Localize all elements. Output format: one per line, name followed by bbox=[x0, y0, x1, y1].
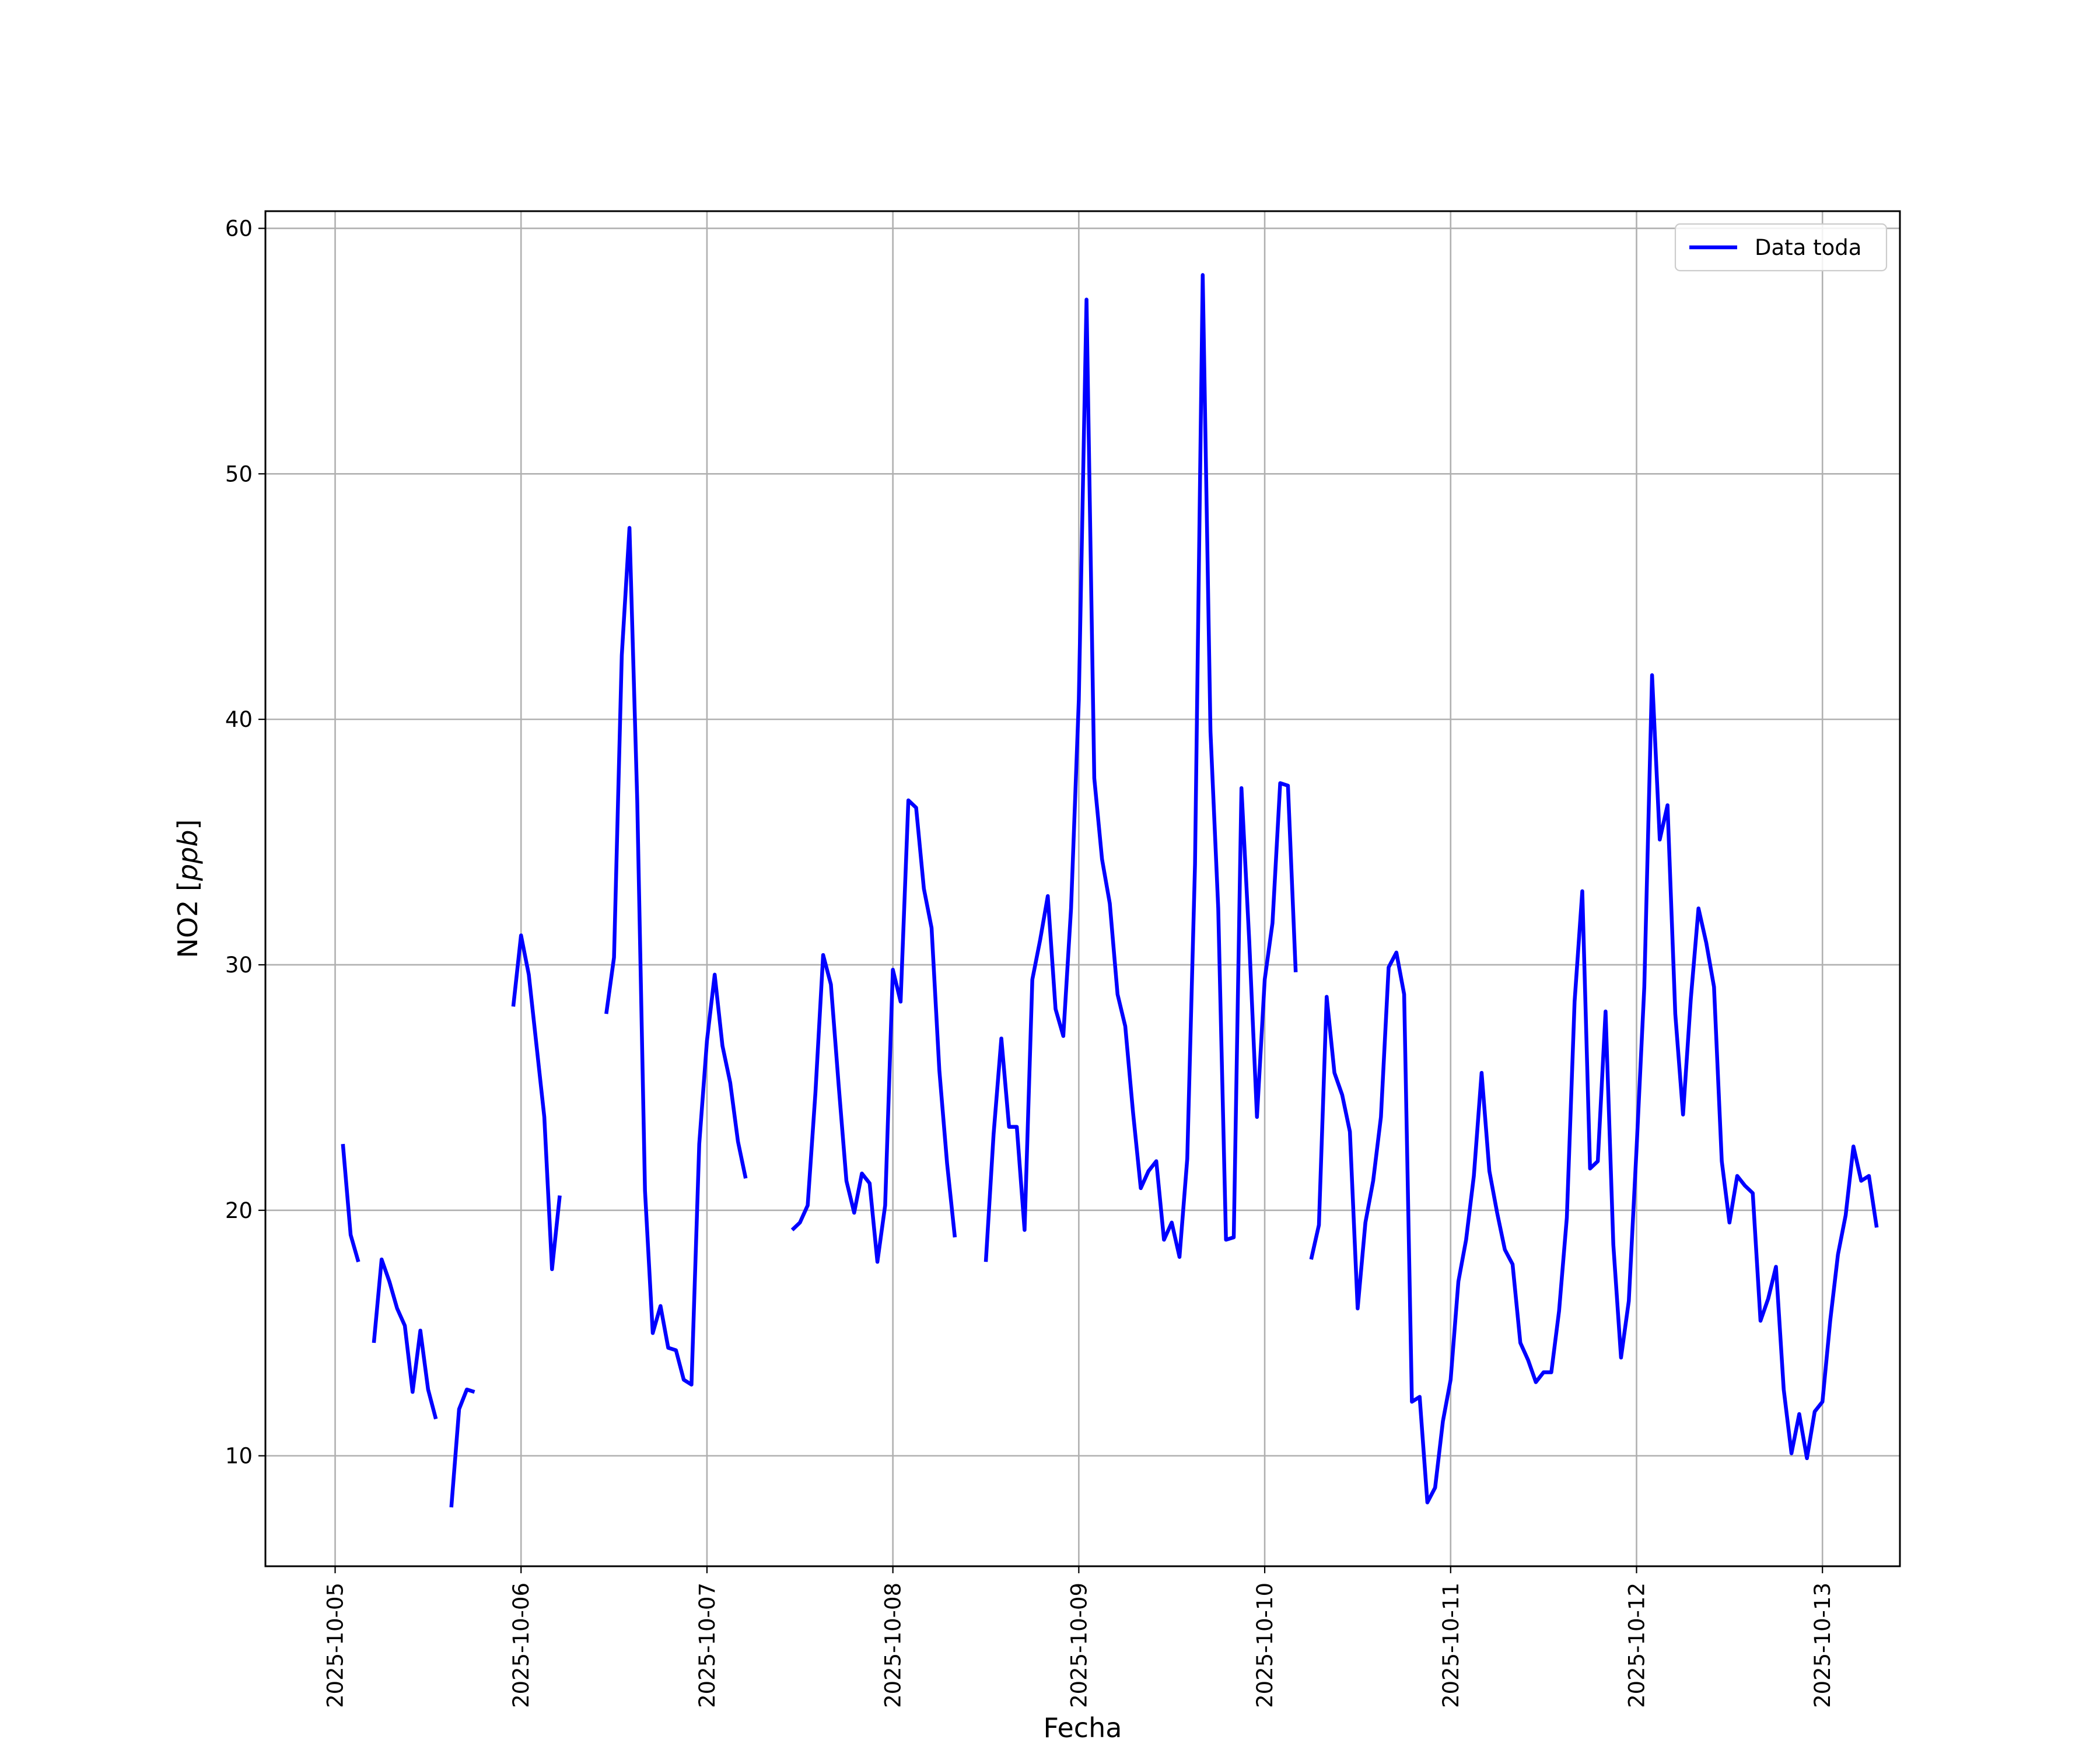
y-tick-label: 30 bbox=[225, 953, 253, 978]
y-axis-label-main: NO2 [ bbox=[172, 881, 204, 958]
x-tick-label: 2025-10-10 bbox=[1252, 1583, 1278, 1708]
x-tick-label: 2025-10-07 bbox=[695, 1583, 720, 1708]
y-tick-label: 50 bbox=[225, 461, 253, 487]
series-line-segment bbox=[341, 1143, 360, 1263]
y-tick-label: 20 bbox=[225, 1198, 253, 1223]
series-line-segment bbox=[372, 1257, 438, 1420]
legend: Data toda bbox=[1674, 223, 1888, 272]
series-line-segment bbox=[1309, 673, 1879, 1504]
grid bbox=[265, 211, 1900, 1566]
x-tick-label: 2025-10-08 bbox=[881, 1583, 906, 1708]
series-line-segment bbox=[790, 798, 957, 1264]
y-tick-label: 10 bbox=[225, 1444, 253, 1469]
y-tick-label: 40 bbox=[225, 707, 253, 732]
legend-label-data-toda: Data toda bbox=[1755, 235, 1861, 260]
y-axis-label-close: ] bbox=[172, 819, 204, 830]
x-tick-label: 2025-10-05 bbox=[323, 1583, 348, 1708]
plot-frame bbox=[264, 210, 1901, 1567]
x-tick-label: 2025-10-11 bbox=[1438, 1583, 1464, 1708]
x-axis-label: Fecha bbox=[1044, 1712, 1122, 1744]
x-tick-label: 2025-10-09 bbox=[1066, 1583, 1091, 1708]
x-axis: 2025-10-05 2025-10-06 2025-10-07 2025-10-08… bbox=[323, 1566, 1835, 1708]
y-axis-label-unit: ppb bbox=[172, 830, 204, 881]
legend-box bbox=[1674, 223, 1888, 272]
x-tick-label: 2025-10-12 bbox=[1624, 1583, 1649, 1708]
series-line-segment bbox=[984, 273, 1298, 1262]
plot-area bbox=[341, 273, 1879, 1508]
series-line-segment bbox=[511, 933, 562, 1272]
x-tick-label: 2025-10-13 bbox=[1810, 1583, 1835, 1708]
series-line-segment bbox=[604, 526, 748, 1387]
y-tick-label: 60 bbox=[225, 216, 253, 241]
y-axis-label: NO2 [ppb] bbox=[172, 819, 204, 958]
series-line-segment bbox=[449, 1387, 475, 1508]
y-axis: 10 20 30 40 50 60 bbox=[225, 216, 265, 1469]
x-tick-label: 2025-10-06 bbox=[509, 1583, 534, 1708]
